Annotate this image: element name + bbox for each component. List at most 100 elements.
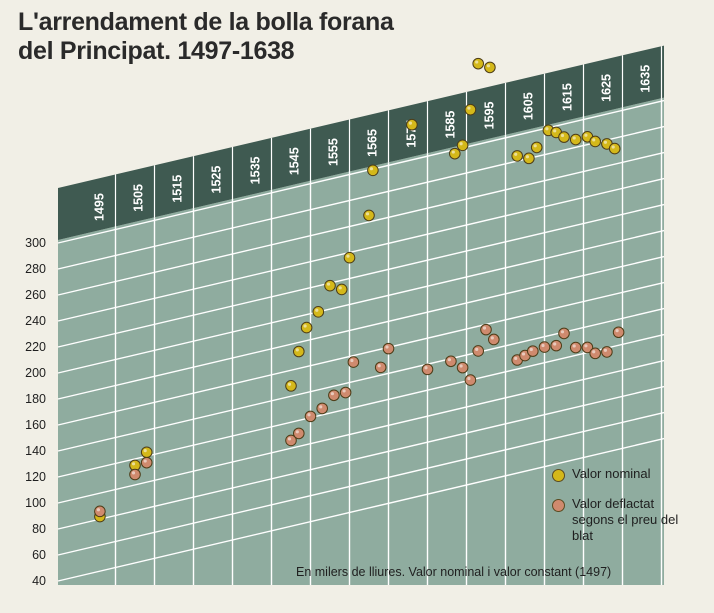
data-point-highlight	[541, 343, 545, 348]
data-point-highlight	[307, 413, 311, 417]
data-point	[367, 164, 379, 177]
data-point	[312, 306, 325, 318]
data-point-highlight	[131, 462, 136, 466]
y-tick-label: 40	[32, 574, 46, 588]
data-point-highlight	[319, 405, 323, 409]
data-point	[445, 355, 457, 368]
data-point	[589, 135, 602, 148]
data-point	[129, 468, 141, 481]
data-point	[363, 209, 375, 222]
data-point	[456, 361, 469, 374]
x-tick-label: 1585	[443, 111, 457, 139]
data-point	[421, 363, 434, 376]
data-point-highlight	[514, 152, 518, 156]
data-point-highlight	[96, 508, 100, 512]
gridline-h	[57, 411, 665, 556]
data-point	[347, 356, 360, 368]
data-point-highlight	[377, 364, 381, 368]
data-point-highlight	[143, 459, 147, 463]
data-point-highlight	[131, 471, 136, 475]
data-point	[569, 341, 582, 354]
data-point-highlight	[572, 344, 576, 348]
x-tick-label: 1565	[365, 129, 379, 157]
data-point-highlight	[408, 121, 412, 125]
x-tick-label: 1615	[560, 83, 574, 111]
data-point	[374, 361, 387, 374]
data-point	[589, 347, 602, 360]
data-point-highlight	[572, 136, 576, 140]
x-tick-label: 1515	[170, 175, 184, 203]
y-tick-label: 300	[25, 236, 46, 250]
data-point	[488, 333, 500, 346]
chart-title: L'arrendament de la bolla forana del Pri…	[18, 8, 394, 66]
data-point-highlight	[385, 345, 389, 349]
y-tick-label: 280	[25, 262, 46, 276]
legend-item-deflated: Valor deflactat segons el preu del blat	[552, 496, 682, 544]
y-tick-label: 160	[25, 418, 46, 432]
gridline-h	[57, 281, 665, 426]
gridline-h	[57, 437, 665, 582]
y-tick-label: 220	[25, 340, 46, 354]
data-point-highlight	[338, 286, 342, 290]
data-point	[293, 345, 305, 358]
data-point	[382, 342, 395, 355]
data-point-highlight	[545, 127, 549, 131]
gridline-h	[57, 359, 665, 504]
data-point-highlight	[603, 348, 608, 352]
x-tick-label: 1605	[521, 92, 535, 120]
data-point	[484, 61, 496, 74]
gridline-h	[57, 99, 665, 244]
data-point	[406, 118, 418, 131]
data-point-highlight	[303, 324, 307, 328]
data-point-highlight	[447, 358, 451, 362]
data-point	[530, 141, 543, 154]
data-point-highlight	[369, 167, 373, 171]
data-point-highlight	[486, 64, 490, 68]
data-point-highlight	[424, 366, 428, 370]
y-tick-label: 140	[25, 444, 46, 458]
data-point-highlight	[525, 155, 530, 159]
data-point	[300, 321, 313, 334]
data-point	[285, 380, 297, 392]
data-point-highlight	[584, 133, 588, 137]
data-point	[601, 346, 613, 358]
plot-background	[58, 97, 664, 585]
data-point-highlight	[342, 389, 346, 393]
legend-marker-deflated	[552, 499, 565, 512]
data-point	[569, 133, 582, 146]
data-point-highlight	[560, 133, 565, 138]
data-point	[328, 389, 340, 402]
data-point	[449, 147, 461, 160]
data-point	[527, 345, 539, 357]
x-tick-label: 1525	[209, 166, 223, 194]
data-point-highlight	[553, 129, 557, 133]
y-tick-label: 260	[25, 288, 46, 302]
data-point-highlight	[467, 376, 471, 381]
data-point	[480, 323, 492, 336]
x-tick-label: 1495	[92, 193, 106, 221]
data-point	[456, 139, 469, 152]
data-point	[558, 327, 570, 340]
footnote: En milers de lliures. Valor nominal i va…	[296, 565, 612, 579]
data-point	[511, 150, 524, 162]
x-tick-label: 1555	[326, 138, 340, 166]
data-point	[140, 456, 153, 469]
data-point	[608, 142, 621, 155]
data-point-highlight	[287, 437, 292, 441]
series-nominal	[94, 57, 621, 523]
x-tick-label: 1535	[248, 156, 262, 184]
data-point	[464, 374, 477, 386]
data-point-highlight	[529, 347, 533, 352]
data-point-highlight	[287, 382, 292, 386]
data-point-highlight	[514, 356, 518, 360]
header-band	[58, 45, 664, 241]
data-point	[316, 402, 329, 415]
gridline-h	[57, 203, 665, 348]
gridline-h	[57, 385, 665, 530]
data-point-highlight	[584, 344, 588, 348]
y-tick-label: 200	[25, 366, 46, 380]
gridline-h	[57, 177, 665, 322]
y-tick-label: 80	[32, 522, 46, 536]
x-tick-label: 1635	[638, 65, 652, 93]
data-point-highlight	[326, 282, 331, 286]
